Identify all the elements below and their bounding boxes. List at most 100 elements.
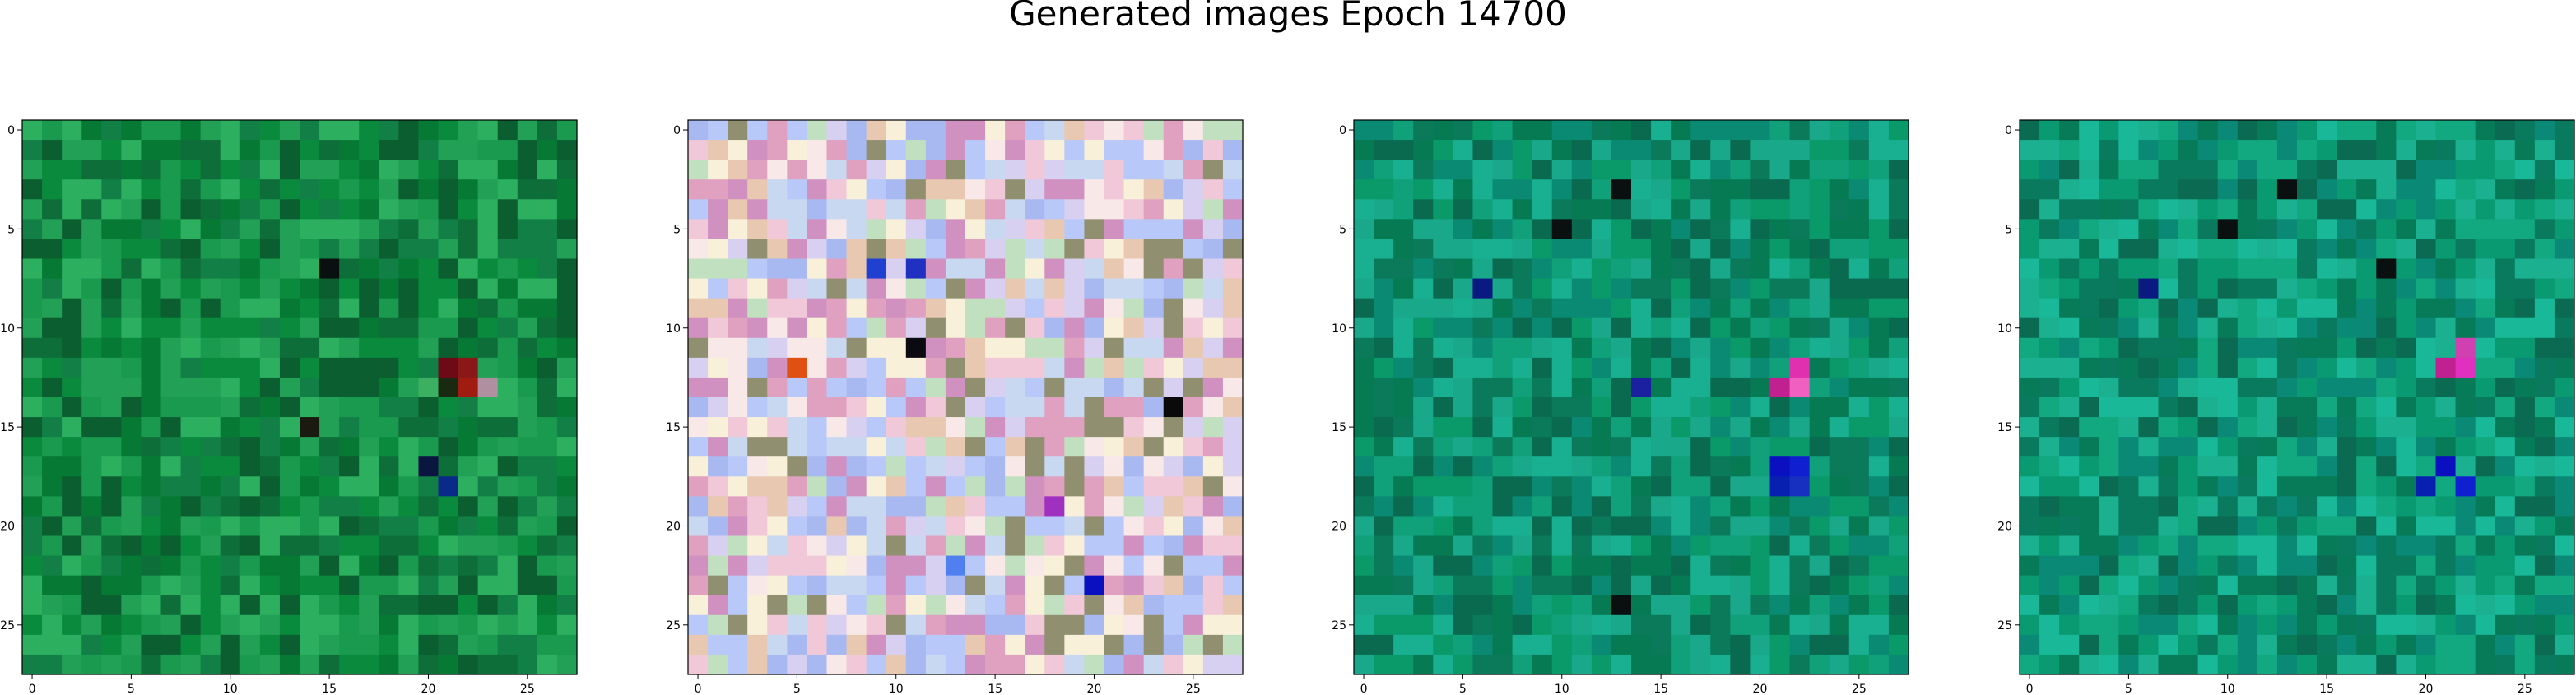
pixel xyxy=(1671,555,1691,577)
pixel xyxy=(180,219,202,240)
y-tick-label: 0 xyxy=(7,124,15,137)
y-tick-label: 5 xyxy=(1339,223,1346,236)
pixel xyxy=(1551,575,1573,596)
pixel xyxy=(945,140,966,160)
pixel xyxy=(2317,199,2337,220)
pixel xyxy=(965,437,986,457)
pixel xyxy=(2178,595,2199,616)
pixel xyxy=(2376,357,2397,378)
pixel xyxy=(2020,535,2040,557)
pixel xyxy=(767,120,788,141)
pixel xyxy=(2237,516,2258,537)
pixel xyxy=(1143,160,1165,180)
pixel xyxy=(81,179,102,200)
pixel xyxy=(1551,397,1573,418)
x-tick-label: 0 xyxy=(695,683,702,695)
y-tick-label: 20 xyxy=(0,520,15,533)
pixel xyxy=(688,199,709,220)
pixel xyxy=(1690,219,1711,240)
pixel xyxy=(2337,496,2357,517)
pixel xyxy=(101,258,122,280)
pixel xyxy=(886,239,907,260)
pixel xyxy=(1868,317,1890,339)
pixel xyxy=(160,219,182,240)
pixel xyxy=(319,120,340,141)
pixel xyxy=(1143,179,1165,200)
pixel xyxy=(1025,476,1045,497)
pixel xyxy=(1710,140,1731,160)
pixel xyxy=(497,417,518,438)
pixel xyxy=(1453,357,1474,378)
pixel xyxy=(180,199,202,220)
pixel xyxy=(708,614,728,636)
pixel xyxy=(905,120,927,141)
pixel xyxy=(2317,278,2337,299)
pixel xyxy=(438,496,459,517)
pixel xyxy=(200,437,221,457)
pixel xyxy=(1202,437,1224,457)
pixel xyxy=(81,634,102,656)
pixel xyxy=(1064,437,1086,457)
pixel xyxy=(925,437,946,457)
pixel xyxy=(826,317,848,339)
pixel xyxy=(1123,397,1145,418)
pixel xyxy=(220,219,241,240)
pixel xyxy=(1551,179,1573,200)
pixel xyxy=(2554,317,2575,339)
pixel xyxy=(160,278,182,299)
pixel xyxy=(1888,516,1909,537)
pixel xyxy=(1104,219,1125,240)
pixel xyxy=(477,357,499,378)
pixel xyxy=(1571,377,1593,398)
pixel xyxy=(1163,654,1184,675)
pixel xyxy=(2514,199,2536,220)
pixel xyxy=(846,199,867,220)
pixel xyxy=(1492,239,1514,260)
pixel xyxy=(2475,476,2496,497)
pixel xyxy=(1591,575,1612,596)
pixel xyxy=(2534,377,2555,398)
pixel xyxy=(1393,278,1414,299)
pixel xyxy=(1202,496,1224,517)
pixel xyxy=(220,595,241,616)
pixel xyxy=(81,258,102,280)
pixel xyxy=(1848,377,1870,398)
pixel xyxy=(517,298,538,319)
pixel xyxy=(1044,219,1065,240)
pixel xyxy=(497,160,518,180)
pixel xyxy=(2514,258,2536,280)
pixel xyxy=(708,140,728,160)
pixel xyxy=(1453,614,1474,636)
pixel xyxy=(1202,357,1224,378)
pixel xyxy=(1084,258,1105,280)
pixel xyxy=(2257,496,2278,517)
pixel xyxy=(2099,456,2119,477)
pixel xyxy=(279,496,300,517)
pixel xyxy=(2416,298,2437,319)
pixel xyxy=(1064,555,1086,577)
pixel xyxy=(2337,278,2357,299)
pixel xyxy=(728,476,748,497)
pixel xyxy=(101,298,122,319)
pixel xyxy=(1433,239,1453,260)
pixel xyxy=(905,595,927,616)
pixel xyxy=(279,120,300,141)
pixel xyxy=(1888,239,1909,260)
pixel xyxy=(1143,199,1165,220)
pixel xyxy=(200,258,221,280)
pixel xyxy=(747,140,768,160)
pixel xyxy=(2099,496,2119,517)
pixel xyxy=(279,575,300,596)
pixel xyxy=(2396,120,2417,141)
pixel xyxy=(826,160,848,180)
pixel xyxy=(62,337,82,359)
pixel xyxy=(886,298,907,319)
pixel xyxy=(1750,476,1771,497)
pixel xyxy=(2237,614,2258,636)
pixel xyxy=(2356,219,2377,240)
pixel xyxy=(1183,160,1204,180)
pixel xyxy=(458,239,479,260)
pixel xyxy=(42,437,63,457)
y-tick-label: 5 xyxy=(7,223,15,236)
pixel xyxy=(945,179,966,200)
